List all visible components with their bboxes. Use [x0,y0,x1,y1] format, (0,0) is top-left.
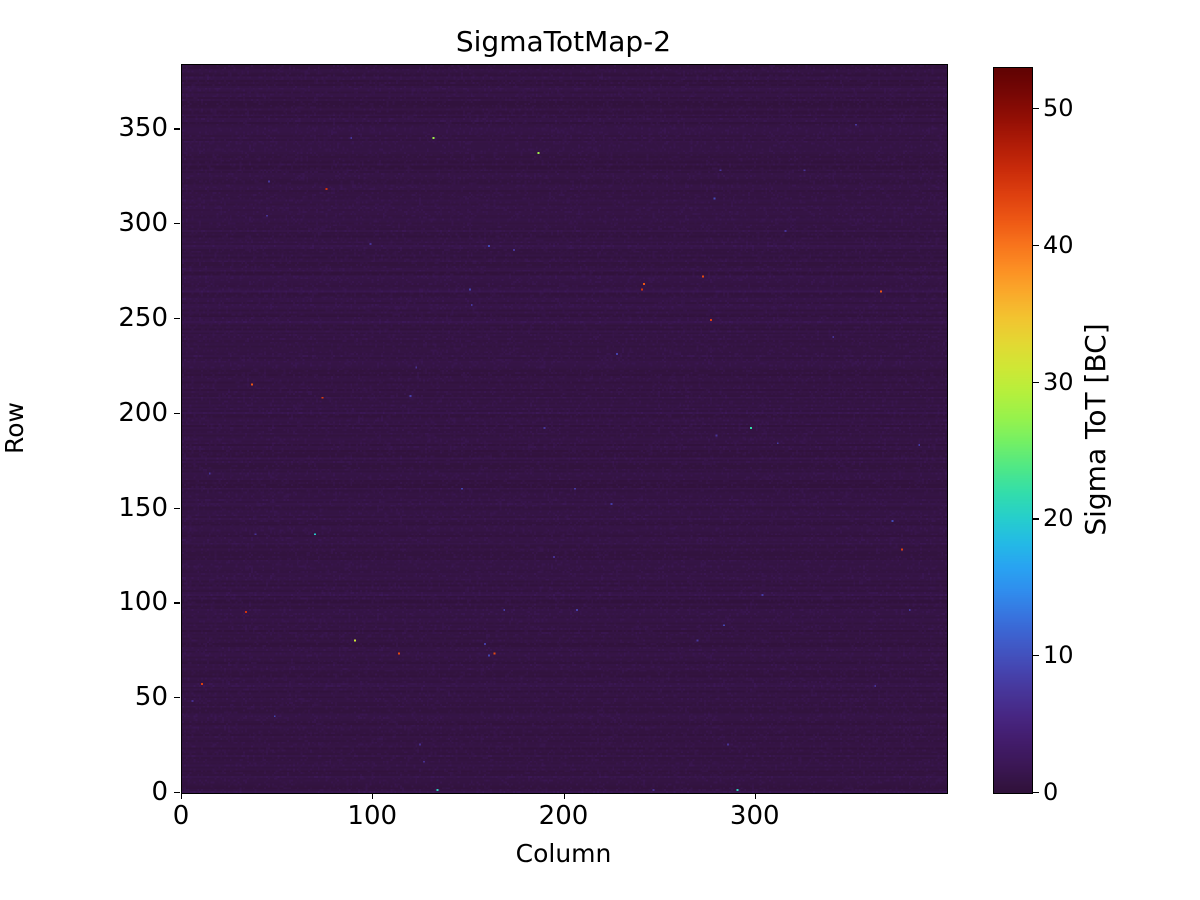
y-tick-label: 250 [118,303,168,334]
y-tick-label: 350 [118,113,168,144]
y-tick-mark [174,318,180,320]
y-tick-mark [174,697,180,699]
y-axis-label: Row [0,402,29,454]
y-tick-mark [174,412,180,415]
colorbar-tick-mark [1033,518,1039,520]
y-tick-label: 200 [118,397,168,428]
y-tick-label: 300 [118,208,168,239]
colorbar[interactable] [993,67,1033,794]
colorbar-tick-mark [1033,108,1039,110]
colorbar-tick-label: 30 [1043,367,1074,396]
colorbar-tick-label: 40 [1043,230,1074,259]
x-tick-label: 0 [172,801,190,831]
colorbar-tick-mark [1033,381,1039,383]
x-tick-label: 200 [538,801,589,831]
colorbar-tick-label: 20 [1043,504,1074,533]
heatmap-axes[interactable] [181,64,948,794]
x-axis-label: Column [515,839,612,868]
colorbar-tick-label: 50 [1043,94,1074,123]
y-tick-label: 150 [118,492,168,523]
colorbar-tick-mark [1033,655,1039,657]
y-tick-label: 50 [134,682,168,713]
colorbar-tick-label: 0 [1043,778,1059,806]
colorbar-tick-label: 10 [1043,641,1074,670]
x-tick-mark [563,793,565,799]
y-tick-label: 100 [118,587,168,618]
y-tick-label: 0 [151,777,168,807]
x-tick-label: 100 [347,801,398,831]
chart-title: SigmaTotMap-2 [455,25,672,58]
y-tick-mark [174,128,180,130]
y-tick-mark [174,223,180,225]
colorbar-label: Sigma ToT [BC] [1079,323,1112,536]
y-tick-mark [174,602,180,604]
colorbar-tick-mark [1033,244,1039,247]
heatmap-image [182,65,947,793]
x-tick-mark [181,793,183,799]
colorbar-gradient [994,68,1032,793]
x-tick-mark [754,793,756,799]
y-tick-mark [174,507,180,509]
y-tick-mark [174,792,180,794]
x-tick-label: 300 [729,801,780,831]
x-tick-mark [372,793,374,799]
colorbar-tick-mark [1033,792,1039,794]
